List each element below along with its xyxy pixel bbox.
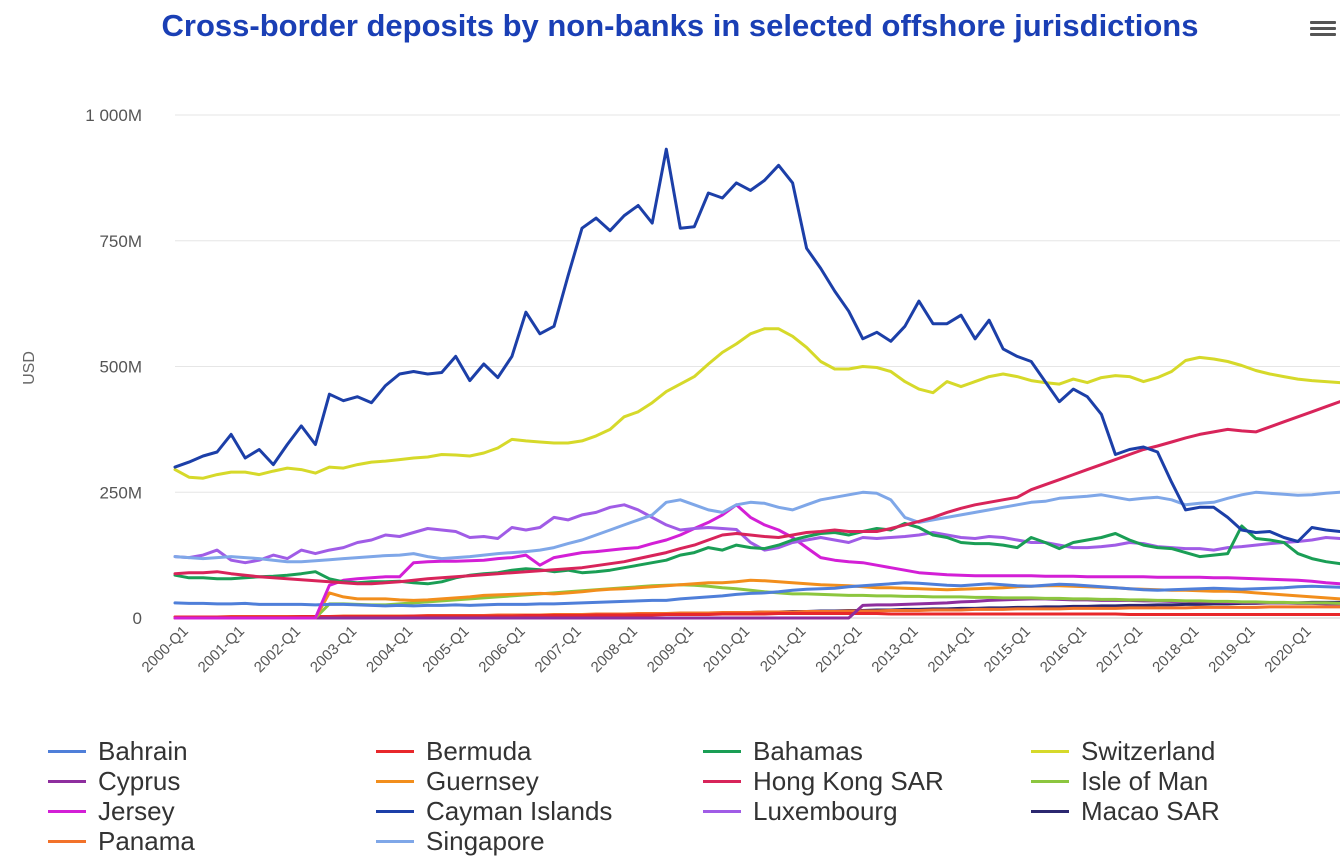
legend-label: Macao SAR — [1081, 795, 1220, 826]
x-tick-label: 2006-Q1 — [475, 623, 528, 676]
series-line-cayman-islands[interactable] — [173, 147, 1340, 543]
menu-bar-icon — [1310, 33, 1336, 36]
x-tick-label: 2005-Q1 — [419, 623, 472, 676]
legend-item[interactable]: Macao SAR — [1031, 796, 1220, 826]
legend-label: Luxembourg — [753, 795, 898, 826]
legend-swatch — [48, 779, 86, 783]
x-tick-label: 2018-Q1 — [1149, 623, 1202, 676]
x-tick-label: 2019-Q1 — [1205, 623, 1258, 676]
legend-item[interactable]: Jersey — [48, 796, 175, 826]
legend-label: Cayman Islands — [426, 795, 613, 826]
y-tick-label: 500M — [99, 358, 142, 377]
legend-swatch — [376, 749, 414, 753]
legend-label: Bahamas — [753, 735, 863, 766]
series-lines — [173, 147, 1340, 620]
legend-swatch — [1031, 779, 1069, 783]
legend-swatch — [703, 749, 741, 753]
legend-swatch — [703, 779, 741, 783]
legend-item[interactable]: Bahamas — [703, 736, 863, 766]
legend-item[interactable]: Panama — [48, 826, 195, 856]
x-tick-label: 2003-Q1 — [307, 623, 360, 676]
legend-swatch — [376, 809, 414, 813]
y-tick-label: 1 000M — [85, 106, 142, 125]
x-tick-label: 2016-Q1 — [1037, 623, 1090, 676]
series-line-jersey[interactable] — [173, 503, 1340, 620]
x-tick-label: 2001-Q1 — [195, 623, 248, 676]
legend-item[interactable]: Switzerland — [1031, 736, 1215, 766]
legend-swatch — [703, 809, 741, 813]
legend-item[interactable]: Cayman Islands — [376, 796, 612, 826]
legend-item[interactable]: Guernsey — [376, 766, 539, 796]
legend-item[interactable]: Hong Kong SAR — [703, 766, 944, 796]
legend-item[interactable]: Luxembourg — [703, 796, 898, 826]
x-tick-label: 2013-Q1 — [868, 623, 921, 676]
x-tick-label: 2002-Q1 — [251, 623, 304, 676]
x-tick-label: 2015-Q1 — [981, 623, 1034, 676]
y-axis-ticks: 0 250M 500M 750M 1 000M — [85, 106, 142, 628]
x-tick-label: 2004-Q1 — [363, 623, 416, 676]
series-line-bahrain[interactable] — [173, 581, 1340, 608]
x-tick-label: 2011-Q1 — [757, 623, 810, 676]
legend-item[interactable]: Isle of Man — [1031, 766, 1208, 796]
x-tick-label: 2010-Q1 — [700, 623, 753, 676]
x-tick-label: 2008-Q1 — [588, 623, 641, 676]
legend-swatch — [48, 839, 86, 843]
series-line-switzerland[interactable] — [173, 327, 1340, 480]
y-tick-label: 750M — [99, 232, 142, 251]
legend-item[interactable]: Singapore — [376, 826, 545, 856]
legend-label: Guernsey — [426, 765, 539, 796]
x-tick-label: 2014-Q1 — [925, 623, 978, 676]
legend-label: Switzerland — [1081, 735, 1216, 766]
legend-item[interactable]: Cyprus — [48, 766, 180, 796]
series-line-bermuda[interactable] — [173, 612, 1340, 619]
legend-label: Singapore — [426, 825, 545, 856]
x-axis-ticks: 2000-Q1 2001-Q1 2002-Q1 2003-Q1 2004-Q1 2005-… — [139, 623, 1315, 676]
legend-swatch — [376, 839, 414, 843]
series-line-bahamas[interactable] — [173, 521, 1340, 586]
menu-bar-icon — [1310, 21, 1336, 24]
menu-bar-icon — [1310, 27, 1336, 30]
series-line-luxembourg[interactable] — [173, 503, 1340, 565]
legend-label: Hong Kong SAR — [753, 765, 944, 796]
legend-label: Jersey — [98, 795, 175, 826]
legend-swatch — [48, 749, 86, 753]
legend-item[interactable]: Bermuda — [376, 736, 532, 766]
y-tick-label: 250M — [99, 483, 142, 502]
x-tick-label: 2017-Q1 — [1093, 623, 1146, 676]
chart-menu-button[interactable] — [1306, 18, 1340, 46]
x-tick-label: 2012-Q1 — [812, 623, 865, 676]
x-tick-label: 2020-Q1 — [1261, 623, 1314, 676]
legend-label: Isle of Man — [1081, 765, 1209, 796]
y-tick-label: 0 — [133, 609, 142, 628]
chart-title: Cross-border deposits by non-banks in se… — [161, 8, 1199, 43]
legend-swatch — [1031, 749, 1069, 753]
series-line-singapore[interactable] — [173, 490, 1340, 564]
x-tick-label: 2009-Q1 — [644, 623, 697, 676]
legend-swatch — [1031, 809, 1069, 813]
x-tick-label: 2000-Q1 — [139, 623, 192, 676]
line-chart: 0 250M 500M 750M 1 000M 2000-Q1 2001-Q1 2002-Q… — [21, 106, 1340, 676]
gridlines — [175, 114, 1340, 619]
legend-label: Bermuda — [426, 735, 532, 766]
legend-swatch — [48, 809, 86, 813]
legend-swatch — [376, 779, 414, 783]
legend-item[interactable]: Bahrain — [48, 736, 188, 766]
x-tick-label: 2007-Q1 — [532, 623, 585, 676]
legend-label: Cyprus — [98, 765, 181, 796]
legend-label: Bahrain — [98, 735, 188, 766]
legend-label: Panama — [98, 825, 195, 856]
y-axis-label: USD — [21, 351, 38, 385]
